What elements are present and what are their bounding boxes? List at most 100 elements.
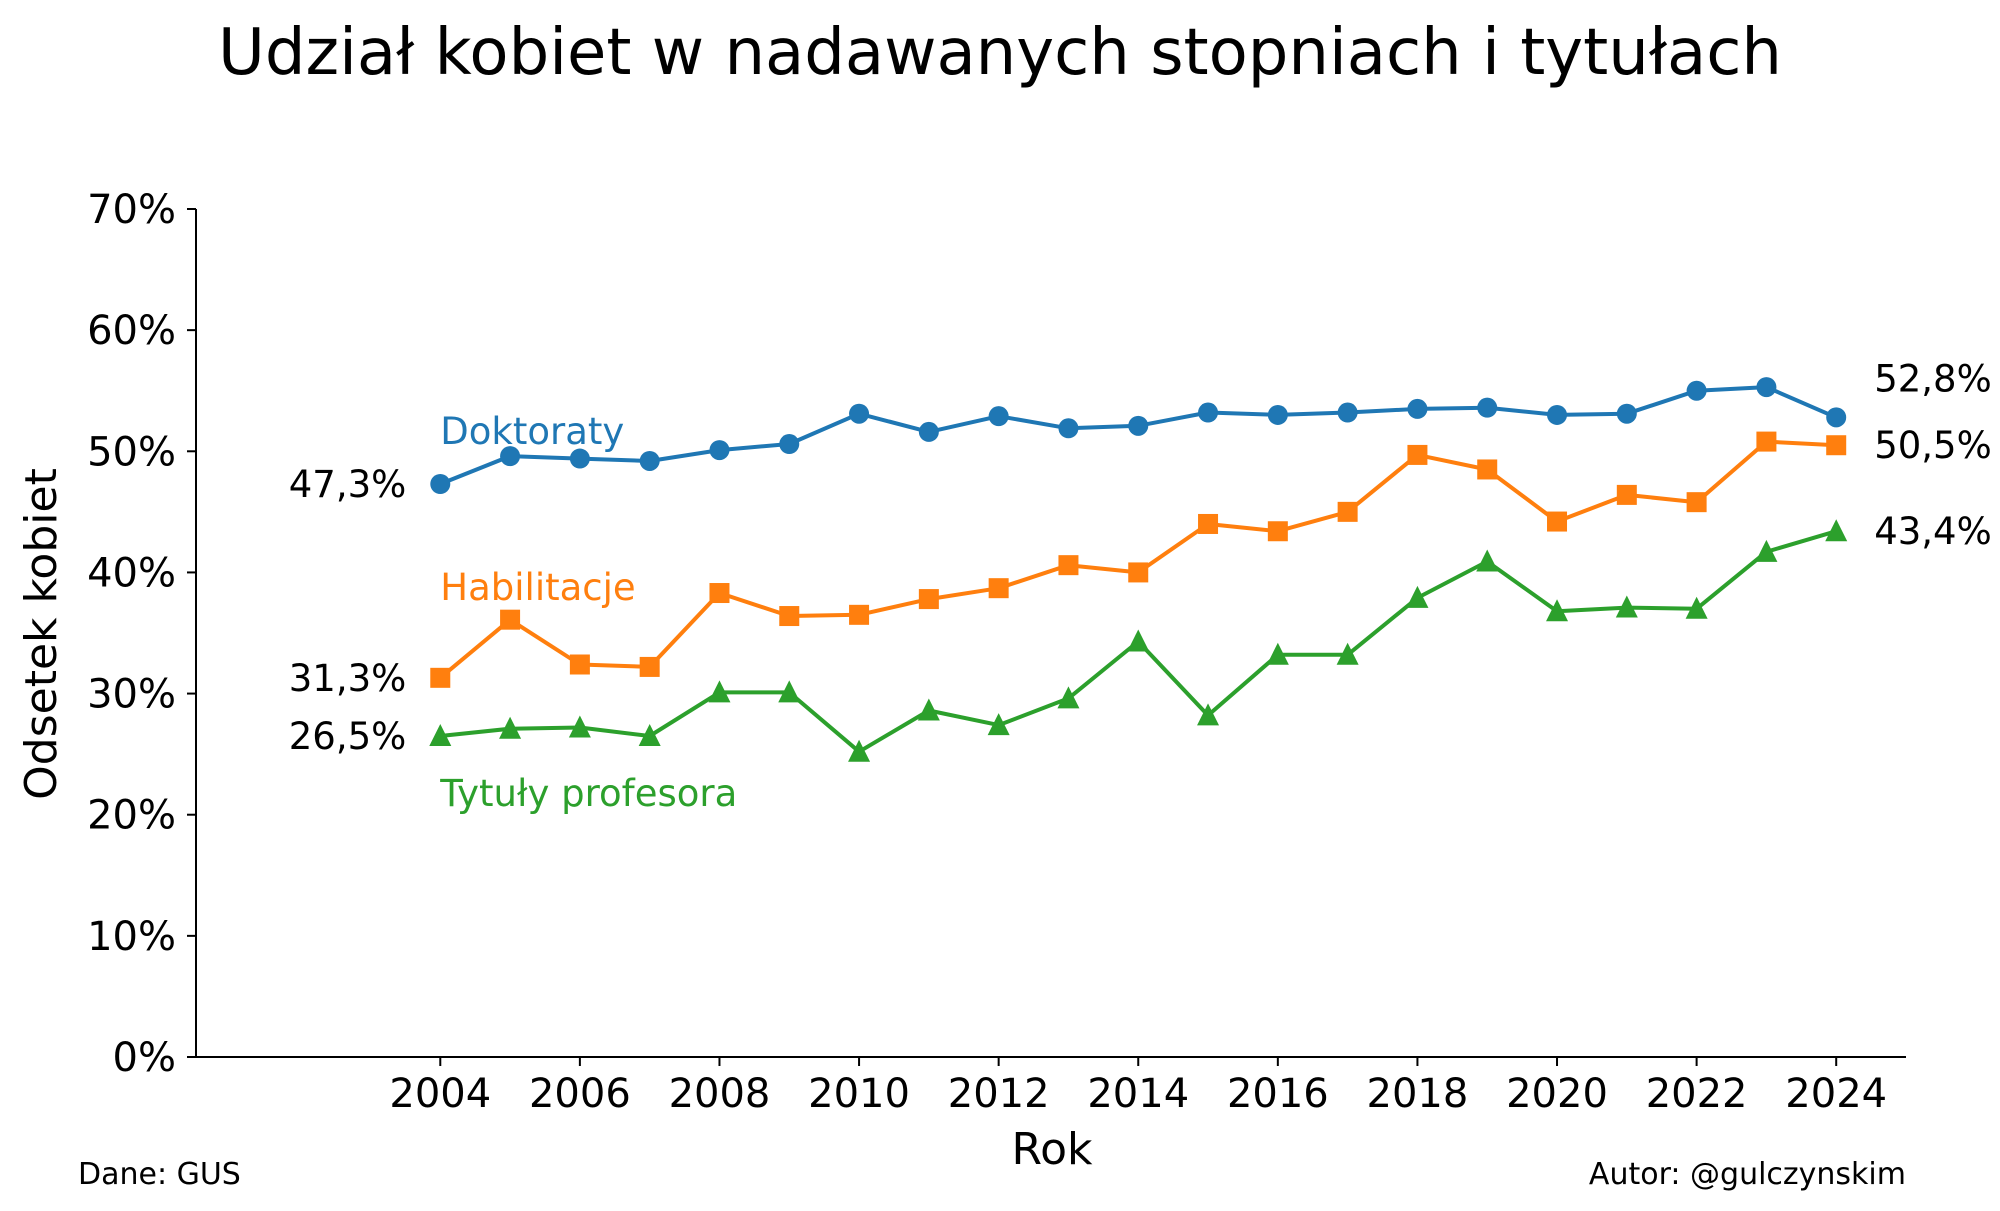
series-end-label: 50,5% <box>1874 424 1992 467</box>
data-point <box>917 698 940 721</box>
data-point <box>499 716 522 739</box>
y-tick-label: 0% <box>113 1035 176 1081</box>
data-point <box>569 448 590 469</box>
data-point <box>430 473 451 494</box>
data-point <box>429 723 452 746</box>
x-tick-label: 2006 <box>529 1071 631 1117</box>
data-point <box>1057 686 1080 709</box>
x-tick-label: 2004 <box>389 1071 491 1117</box>
y-tick-label: 10% <box>87 914 176 960</box>
data-point <box>1127 629 1150 652</box>
data-point <box>988 406 1009 427</box>
y-tick-label: 20% <box>87 793 176 839</box>
y-axis-label: Odsetek kobiet <box>16 468 67 800</box>
data-point <box>568 715 591 738</box>
data-point <box>1615 595 1638 618</box>
data-point <box>1198 402 1219 423</box>
data-point <box>918 589 939 610</box>
axes: 0% 10% 20% 30% 40% 50% 60% 70% 2004 2006 2008 2010 2… <box>87 187 1906 1117</box>
data-point <box>1477 459 1498 480</box>
data-point <box>1546 599 1569 622</box>
data-point <box>1266 642 1289 665</box>
data-point <box>1267 521 1288 542</box>
data-point <box>1198 513 1219 534</box>
x-tick-label: 2008 <box>669 1071 771 1117</box>
data-point <box>1476 549 1499 572</box>
data-point <box>1547 511 1568 532</box>
data-point <box>849 604 870 625</box>
data-point <box>500 609 521 630</box>
series-name-label: Doktoraty <box>440 410 624 453</box>
data-point <box>1407 398 1428 419</box>
footer-author: Autor: @gulczynskim <box>1589 1157 1906 1192</box>
data-point <box>1058 418 1079 439</box>
data-point <box>779 434 800 455</box>
series-0 <box>430 377 1847 494</box>
series-name-label: Tytuły profesora <box>439 772 737 815</box>
x-tick-label: 2022 <box>1646 1071 1748 1117</box>
y-tick-label: 50% <box>87 429 176 475</box>
data-point <box>779 606 800 627</box>
data-point <box>849 403 870 424</box>
series-start-label: 31,3% <box>289 657 407 700</box>
data-point <box>430 667 451 688</box>
x-tick-label: 2014 <box>1087 1071 1189 1117</box>
x-axis-label: Rok <box>1012 1124 1094 1175</box>
footer-source: Dane: GUS <box>78 1157 241 1192</box>
data-point <box>639 450 660 471</box>
x-tick-label: 2024 <box>1785 1071 1887 1117</box>
data-point <box>1686 380 1707 401</box>
chart-title: Udział kobiet w nadawanych stopniach i t… <box>218 16 1782 90</box>
data-point <box>1128 415 1149 436</box>
data-point <box>1406 585 1429 608</box>
data-point <box>1337 501 1358 522</box>
data-point <box>1477 397 1498 418</box>
data-point <box>638 723 661 746</box>
data-point <box>1336 642 1359 665</box>
data-point <box>1826 435 1847 456</box>
data-point <box>1128 562 1149 583</box>
data-point <box>709 583 730 604</box>
data-point <box>1197 703 1220 726</box>
data-point <box>708 680 731 703</box>
series-2 <box>429 519 1848 762</box>
data-point <box>848 739 871 762</box>
y-tick-label: 70% <box>87 187 176 233</box>
data-point <box>1756 377 1777 398</box>
series-end-label: 43,4% <box>1874 510 1992 553</box>
data-point <box>1058 555 1079 576</box>
data-point <box>569 654 590 675</box>
x-tick-label: 2018 <box>1367 1071 1469 1117</box>
annotations: Doktoraty 47,3% 52,8% Habilitacje 31,3% 50,5%… <box>289 357 1992 815</box>
data-point <box>639 656 660 677</box>
data-point <box>778 680 801 703</box>
series-name-label: Habilitacje <box>440 566 635 609</box>
data-point <box>1407 444 1428 465</box>
data-point <box>1755 539 1778 562</box>
data-point <box>1267 404 1288 425</box>
x-tick-label: 2020 <box>1506 1071 1608 1117</box>
data-point <box>1685 596 1708 619</box>
x-tick-label: 2010 <box>808 1071 910 1117</box>
series-layer <box>429 377 1848 762</box>
series-start-label: 26,5% <box>289 715 407 758</box>
series-start-label: 47,3% <box>289 463 407 506</box>
data-point <box>709 440 730 461</box>
data-point <box>988 578 1009 599</box>
data-point <box>1616 403 1637 424</box>
data-point <box>1826 407 1847 428</box>
x-tick-label: 2012 <box>948 1071 1050 1117</box>
data-point <box>1756 431 1777 452</box>
data-point <box>1547 404 1568 425</box>
series-1 <box>430 431 1847 688</box>
y-tick-label: 40% <box>87 550 176 596</box>
data-point <box>987 713 1010 736</box>
series-end-label: 52,8% <box>1874 357 1992 400</box>
data-point <box>1686 492 1707 513</box>
data-point <box>1337 402 1358 423</box>
data-point <box>1616 484 1637 505</box>
data-point <box>1825 519 1848 542</box>
y-tick-label: 60% <box>87 308 176 354</box>
data-point <box>918 421 939 442</box>
